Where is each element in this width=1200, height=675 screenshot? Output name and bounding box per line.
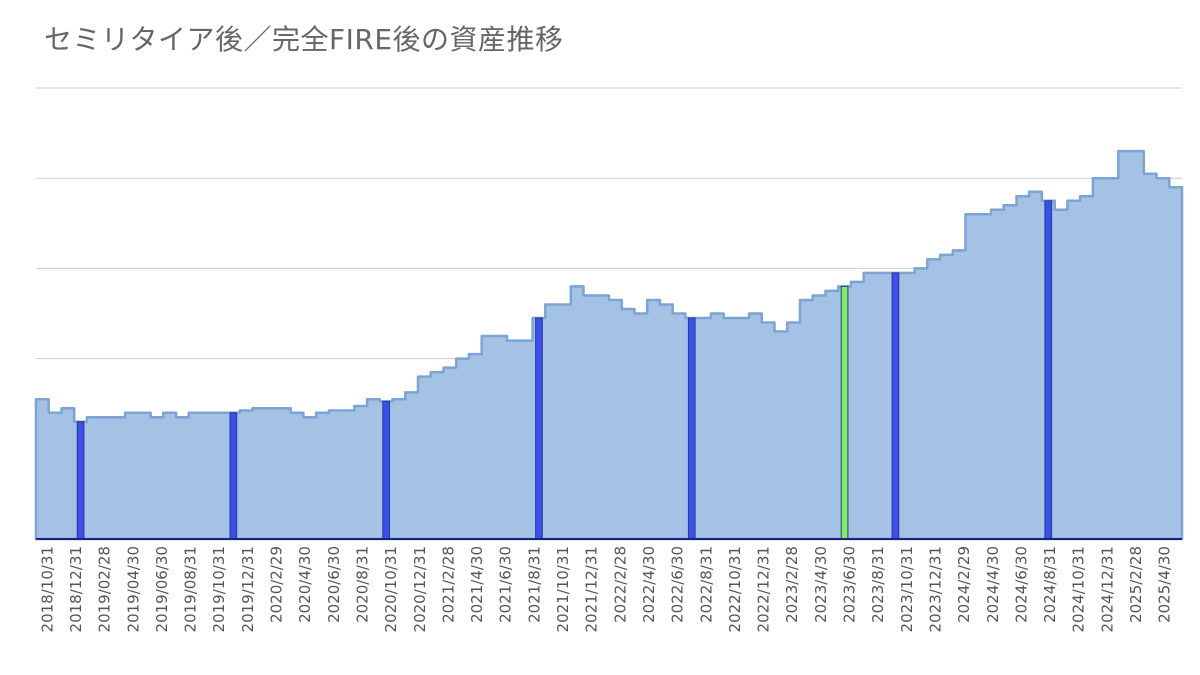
year-end-marker-bar xyxy=(382,400,390,540)
chart-title: セミリタイア後／完全FIRE後の資産推移 xyxy=(44,23,564,56)
x-tick-label: 2022/8/31 xyxy=(697,546,715,623)
x-tick-label: 2023/10/31 xyxy=(898,546,916,632)
x-tick-label: 2022/10/31 xyxy=(726,546,744,632)
x-tick-label: 2022/4/30 xyxy=(640,546,658,623)
x-tick-label: 2020/6/30 xyxy=(325,546,343,623)
x-tick-label: 2024/6/30 xyxy=(1012,546,1030,623)
x-tick-label: 2023/4/30 xyxy=(812,546,830,623)
highlight-marker-bar xyxy=(840,285,849,540)
x-tick-label: 2025/2/28 xyxy=(1127,546,1145,623)
x-tick-labels: 2018/10/31 2018/12/31 2019/02/28 2019/04/30… xyxy=(38,546,1173,632)
x-tick-label: 2022/12/31 xyxy=(755,546,773,632)
x-tick-label: 2020/8/31 xyxy=(354,546,372,623)
x-tick-label: 2021/4/30 xyxy=(468,546,486,623)
x-tick-label: 2020/10/31 xyxy=(382,546,400,632)
x-tick-label: 2019/04/30 xyxy=(124,546,142,632)
x-tick-label: 2019/02/28 xyxy=(96,546,114,632)
x-tick-label: 2022/6/30 xyxy=(669,546,687,623)
x-tick-label: 2025/4/30 xyxy=(1156,546,1174,623)
x-tick-label: 2018/12/31 xyxy=(67,546,85,632)
x-tick-label: 2021/10/31 xyxy=(554,546,572,632)
x-tick-label: 2020/2/29 xyxy=(268,546,286,623)
x-tick-label: 2024/2/29 xyxy=(955,546,973,623)
x-tick-label: 2019/08/31 xyxy=(182,546,200,632)
x-tick-label: 2020/12/31 xyxy=(411,546,429,632)
x-tick-label: 2021/8/31 xyxy=(525,546,543,623)
asset-area-series xyxy=(34,149,1184,541)
x-tick-label: 2024/4/30 xyxy=(984,546,1002,623)
year-end-marker-bar xyxy=(687,317,696,540)
x-tick-label: 2021/2/28 xyxy=(439,546,457,623)
x-tick-label: 2021/6/30 xyxy=(497,546,515,623)
x-tick-label: 2020/4/30 xyxy=(296,546,314,623)
x-tick-label: 2024/10/31 xyxy=(1070,546,1088,632)
year-end-marker-bar xyxy=(76,421,85,540)
x-tick-label: 2021/12/31 xyxy=(583,546,601,632)
year-end-marker-bar xyxy=(535,317,543,540)
x-tick-label: 2019/10/31 xyxy=(210,546,228,632)
asset-area xyxy=(34,149,1184,541)
year-end-marker-bar xyxy=(1044,200,1053,540)
x-tick-label: 2023/2/28 xyxy=(783,546,801,623)
x-tick-label: 2023/8/31 xyxy=(869,546,887,623)
year-end-marker-bar xyxy=(229,412,238,540)
x-tick-label: 2024/12/31 xyxy=(1098,546,1116,632)
x-tick-label: 2022/2/28 xyxy=(611,546,629,623)
x-tick-label: 2023/12/31 xyxy=(927,546,945,632)
x-tick-label: 2018/10/31 xyxy=(38,546,56,632)
x-tick-label: 2019/06/30 xyxy=(153,546,171,632)
year-end-marker-bar xyxy=(891,272,900,540)
x-tick-label: 2023/6/30 xyxy=(841,546,859,623)
x-tick-label: 2024/8/31 xyxy=(1041,546,1059,623)
x-tick-label: 2019/12/31 xyxy=(239,546,257,632)
